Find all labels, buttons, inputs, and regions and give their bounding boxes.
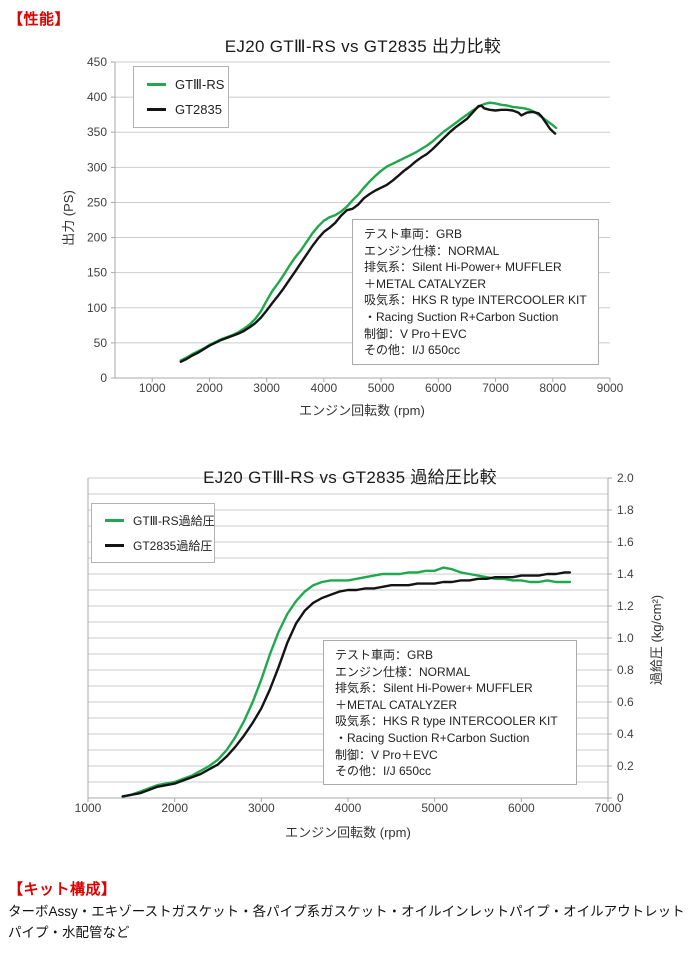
svg-text:2000: 2000	[196, 381, 223, 395]
svg-text:1000: 1000	[139, 381, 166, 395]
svg-text:450: 450	[87, 55, 107, 69]
annotation-line: 吸気系：HKS R type INTERCOOLER KIT	[335, 714, 558, 729]
legend-label: GT2835過給圧	[133, 539, 213, 553]
svg-text:1.6: 1.6	[617, 535, 634, 549]
svg-text:150: 150	[87, 266, 107, 280]
svg-text:1.2: 1.2	[617, 599, 634, 613]
svg-text:350: 350	[87, 125, 107, 139]
legend-label: GTⅢ-RS	[175, 76, 225, 92]
legend-item-gt2835: GT2835	[147, 102, 228, 117]
svg-text:4000: 4000	[311, 381, 338, 395]
svg-text:0: 0	[617, 791, 624, 805]
svg-text:0.2: 0.2	[617, 759, 634, 773]
kit-section-label: 【キット構成】	[8, 881, 117, 898]
svg-text:0.6: 0.6	[617, 695, 634, 709]
legend-item-gt2835-boost: GT2835過給圧	[105, 537, 214, 554]
boost-chart-legend: GTⅢ-RS過給圧 GT2835過給圧	[91, 503, 215, 563]
boost-chart-y-axis-label: 過給圧 (kg/cm²)	[649, 594, 664, 686]
svg-text:1.8: 1.8	[617, 503, 634, 517]
annotation-line: エンジン仕様：NORMAL	[364, 243, 500, 258]
annotation-line: ・Racing Suction R+Carbon Suction	[364, 309, 559, 324]
kit-description: ターボAssy・エキゾーストガスケット・各パイプ系ガスケット・オイルインレットパ…	[8, 904, 685, 940]
svg-text:3000: 3000	[248, 801, 275, 815]
gt3rs-line-swatch-icon	[105, 519, 124, 522]
svg-text:2000: 2000	[161, 801, 188, 815]
svg-text:4000: 4000	[335, 801, 362, 815]
svg-text:250: 250	[87, 195, 107, 209]
legend-label: GTⅢ-RS過給圧	[133, 514, 215, 528]
boost-chart-x-axis-label: エンジン回転数 (rpm)	[285, 825, 411, 840]
svg-text:3000: 3000	[253, 381, 280, 395]
svg-text:0: 0	[100, 371, 107, 385]
svg-text:100: 100	[87, 301, 107, 315]
annotation-line: 吸気系：HKS R type INTERCOOLER KIT	[364, 293, 587, 308]
annotation-line: 排気系：Silent Hi-Power+ MUFFLER	[335, 681, 533, 696]
annotation-line: その他：I/J 650cc	[335, 764, 432, 779]
gt3rs-line-swatch-icon	[147, 83, 166, 87]
annotation-line: ＋METAL CATALYZER	[335, 697, 458, 712]
annotation-line: ・Racing Suction R+Carbon Suction	[335, 730, 530, 745]
annotation-line: 排気系：Silent Hi-Power+ MUFFLER	[364, 260, 562, 275]
svg-text:8000: 8000	[539, 381, 566, 395]
svg-text:5000: 5000	[421, 801, 448, 815]
svg-text:50: 50	[94, 336, 108, 350]
annotation-line: エンジン仕様：NORMAL	[335, 664, 471, 679]
svg-text:300: 300	[87, 160, 107, 174]
svg-text:1000: 1000	[75, 801, 102, 815]
svg-text:5000: 5000	[368, 381, 395, 395]
svg-text:0.8: 0.8	[617, 663, 634, 677]
svg-text:7000: 7000	[595, 801, 622, 815]
svg-text:1.0: 1.0	[617, 631, 634, 645]
svg-text:0.4: 0.4	[617, 727, 634, 741]
legend-item-gt3rs: GTⅢ-RS	[147, 77, 228, 93]
svg-text:2.0: 2.0	[617, 471, 634, 485]
power-chart-y-axis-label: 出力 (PS)	[61, 190, 76, 246]
annotation-line: その他：I/J 650cc	[364, 343, 461, 358]
performance-section-label: 【性能】	[8, 11, 71, 28]
gt2835-line-swatch-icon	[105, 544, 124, 547]
gt2835-line-swatch-icon	[147, 108, 166, 112]
power-chart-x-axis-label: エンジン回転数 (rpm)	[299, 403, 425, 418]
svg-text:7000: 7000	[482, 381, 509, 395]
annotation-line: テスト車両：GRB	[364, 227, 463, 241]
power-chart-test-conditions: テスト車両：GRB エンジン仕様：NORMAL 排気系：Silent Hi-Po…	[352, 219, 599, 365]
legend-item-gt3rs-boost: GTⅢ-RS過給圧	[105, 512, 215, 529]
svg-text:9000: 9000	[597, 381, 624, 395]
svg-text:1.4: 1.4	[617, 567, 634, 581]
svg-text:400: 400	[87, 90, 107, 104]
svg-text:200: 200	[87, 231, 107, 245]
annotation-line: 制御：V Pro＋EVC	[335, 747, 438, 762]
svg-text:6000: 6000	[425, 381, 452, 395]
power-chart-title: EJ20 GTⅢ-RS vs GT2835 出力比較	[224, 37, 502, 56]
annotation-line: 制御：V Pro＋EVC	[364, 326, 467, 341]
svg-text:6000: 6000	[508, 801, 535, 815]
boost-chart-test-conditions: テスト車両：GRB エンジン仕様：NORMAL 排気系：Silent Hi-Po…	[323, 640, 577, 785]
annotation-line: テスト車両：GRB	[335, 648, 434, 662]
legend-label: GT2835	[175, 102, 222, 118]
boost-chart-title: EJ20 GTⅢ-RS vs GT2835 過給圧比較	[203, 468, 497, 487]
annotation-line: ＋METAL CATALYZER	[364, 276, 487, 291]
power-chart-legend: GTⅢ-RS GT2835	[133, 66, 229, 128]
